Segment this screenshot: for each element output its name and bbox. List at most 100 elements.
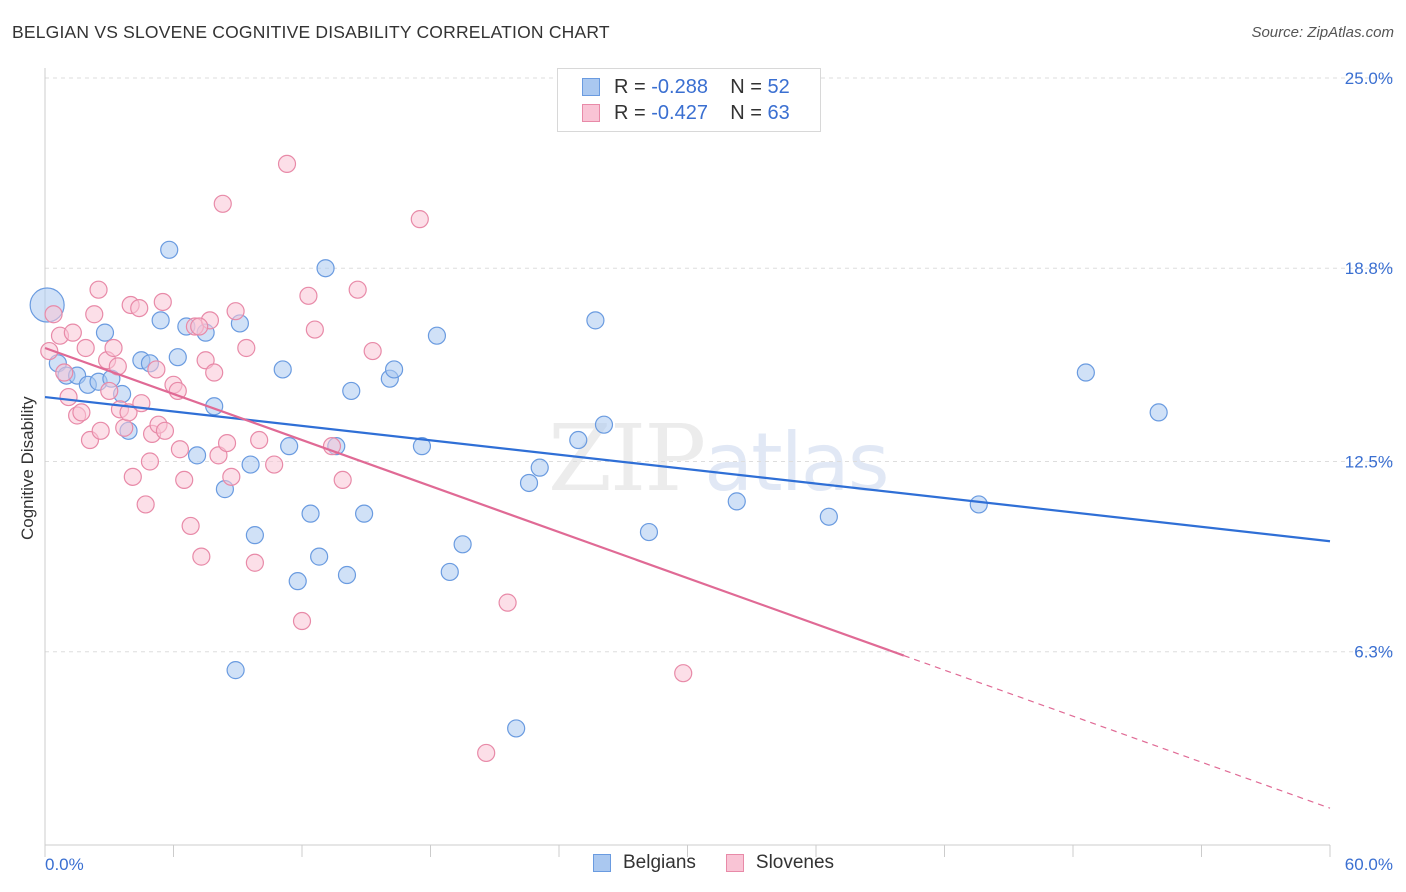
slovenes-point xyxy=(104,338,123,358)
y-tick-label: 25.0% xyxy=(1345,69,1393,88)
slovenes-point xyxy=(55,363,74,382)
belgians-point xyxy=(569,430,588,450)
y-tick-label: 6.3% xyxy=(1354,643,1393,662)
belgians-point xyxy=(639,522,659,542)
slovenes-point xyxy=(175,470,194,490)
slovenes-point xyxy=(245,553,264,572)
belgians-point xyxy=(280,437,299,456)
belgians-point xyxy=(519,473,539,493)
belgians-point xyxy=(453,535,472,554)
slovenes-point xyxy=(63,323,82,342)
slovenes-point xyxy=(72,403,91,422)
belgians-point xyxy=(727,492,746,511)
slovenes-point xyxy=(410,210,429,229)
legend-r-label: R = xyxy=(614,75,646,98)
belgians-point xyxy=(342,381,361,401)
belgians-point xyxy=(95,323,115,342)
legend-swatch-belgians xyxy=(582,78,600,96)
belgians-point xyxy=(440,562,459,582)
slovenes-point xyxy=(222,467,241,486)
belgians-point xyxy=(241,455,260,474)
slovenes-point xyxy=(277,154,297,174)
slovenes-point xyxy=(91,421,110,440)
series-label-belgians: Belgians xyxy=(623,852,696,873)
legend-swatch-slovenes xyxy=(582,104,600,122)
slovenes-point xyxy=(674,664,693,683)
belgians-point xyxy=(1076,363,1095,382)
belgians-point xyxy=(160,240,179,259)
slovenes-point xyxy=(123,467,142,486)
slovenes-point xyxy=(44,305,63,324)
legend-r-value-slovenes: -0.427 xyxy=(651,101,708,124)
slovenes-point xyxy=(292,611,312,631)
belgians-point xyxy=(1149,403,1168,422)
slovenes-point xyxy=(250,430,269,450)
slovenes-point xyxy=(205,363,224,382)
slovenes-point xyxy=(76,338,95,358)
slovenes-point xyxy=(192,547,211,566)
x-tick-label: 60.0% xyxy=(1345,855,1393,874)
series-legend-slovenes[interactable]: Slovenes xyxy=(725,852,835,874)
slovenes-point xyxy=(119,403,138,422)
slovenes-trend-extrapolation xyxy=(903,654,1331,809)
legend-row-slovenes: R = -0.427 N = 63 xyxy=(582,100,790,126)
legend-r-label: R = xyxy=(614,101,646,124)
chart-title: BELGIAN VS SLOVENE COGNITIVE DISABILITY … xyxy=(12,22,610,42)
slovenes-point xyxy=(237,338,256,358)
zipatlas-watermark: ZIPatlas xyxy=(548,405,890,512)
slovenes-point xyxy=(168,381,187,401)
y-tick-label: 12.5% xyxy=(1345,453,1393,472)
belgians-point xyxy=(507,719,526,738)
slovenes-point xyxy=(322,437,342,456)
legend-n-value-slovenes: 63 xyxy=(767,101,790,124)
slovenes-point xyxy=(130,299,149,318)
slovenes-point xyxy=(217,433,237,453)
slovenes-point xyxy=(477,743,496,763)
belgians-point xyxy=(594,415,614,434)
legend-n-label: N = xyxy=(730,75,762,98)
slovenes-point xyxy=(59,387,78,407)
slovenes-point xyxy=(85,305,104,324)
slovenes-point xyxy=(363,341,382,361)
slovenes-point xyxy=(226,302,245,321)
slovenes-point xyxy=(40,341,59,361)
slovenes-point xyxy=(305,320,324,339)
legend-r-value-belgians: -0.288 xyxy=(651,75,708,98)
series-swatch-slovenes xyxy=(725,854,744,872)
chart-source: Source: ZipAtlas.com xyxy=(1251,24,1394,41)
slovenes-point xyxy=(115,418,134,437)
belgians-point xyxy=(530,458,549,477)
belgians-point xyxy=(310,547,329,566)
slovenes-point xyxy=(213,194,232,213)
series-label-slovenes: Slovenes xyxy=(755,852,835,873)
slovenes-point xyxy=(170,440,190,459)
belgians-point xyxy=(288,572,307,591)
slovenes-point xyxy=(190,317,209,336)
belgians-point xyxy=(412,437,432,456)
series-legend-belgians[interactable]: Belgians xyxy=(593,852,696,874)
belgians-point xyxy=(586,311,605,330)
belgians-point xyxy=(226,661,245,680)
belgians-point xyxy=(969,495,988,514)
slovenes-point xyxy=(89,280,108,299)
slovenes-point xyxy=(196,351,215,370)
slovenes-point xyxy=(136,495,155,514)
slovenes-point xyxy=(153,292,172,312)
belgians-point xyxy=(151,311,170,330)
slovenes-point xyxy=(155,421,175,440)
legend-n-value-belgians: 52 xyxy=(767,75,790,98)
slovenes-point xyxy=(140,452,160,471)
belgians-point xyxy=(337,565,357,585)
x-tick-label: 0.0% xyxy=(45,855,84,874)
slovenes-trend-line xyxy=(44,346,905,657)
belgians-point xyxy=(168,348,187,367)
slovenes-point xyxy=(299,286,318,305)
y-tick-label: 18.8% xyxy=(1345,259,1393,278)
slovenes-point xyxy=(147,360,166,379)
slovenes-point xyxy=(265,455,284,474)
series-swatch-belgians xyxy=(593,854,611,872)
slovenes-point xyxy=(181,516,200,536)
belgians-point xyxy=(316,259,335,278)
slovenes-point xyxy=(100,381,119,401)
